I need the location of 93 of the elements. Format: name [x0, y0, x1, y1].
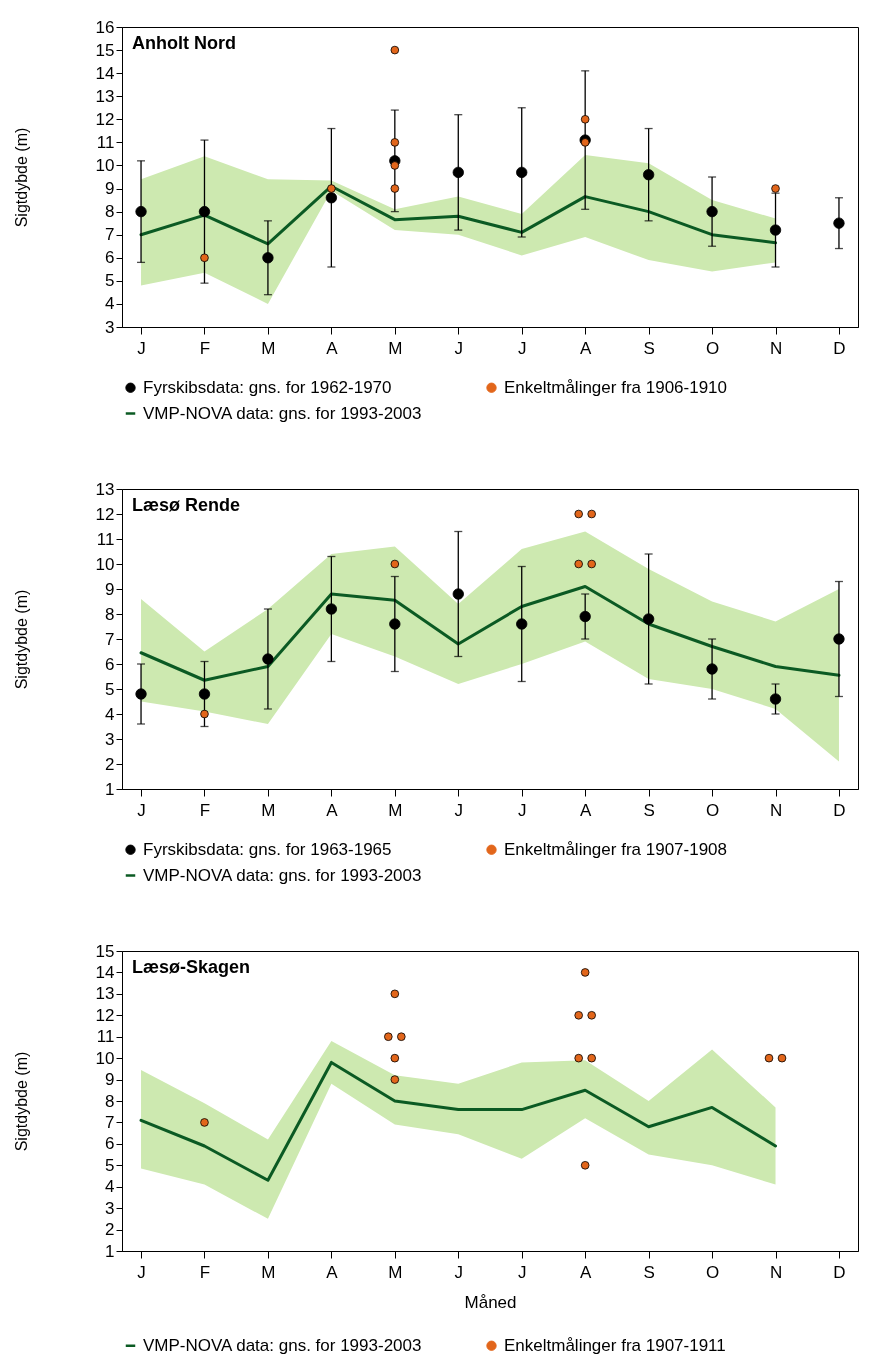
y-tick-label: 7 — [105, 225, 115, 245]
y-tick-label: 13 — [95, 86, 115, 106]
y-tick-label: 2 — [105, 754, 115, 774]
legend-label: Enkeltmålinger fra 1907-1911 — [504, 1335, 726, 1355]
y-tick-label: 3 — [105, 1198, 115, 1218]
chart-title: Anholt Nord — [132, 33, 236, 53]
y-tick-label: 10 — [95, 554, 115, 574]
x-tick-label: M — [261, 1262, 276, 1282]
x-axis-title: Måned — [464, 1292, 517, 1312]
x-tick-label: F — [199, 338, 211, 358]
y-tick-label: 14 — [95, 962, 115, 982]
x-tick-label: O — [705, 338, 720, 358]
x-tick-label: J — [454, 338, 464, 358]
x-tick-label: F — [199, 800, 211, 820]
y-tick-label: 1 — [105, 779, 115, 799]
x-tick-label: D — [833, 800, 846, 820]
legend-label: VMP-NOVA data: gns. for 1993-2003 — [143, 403, 422, 423]
y-tick-label: 3 — [105, 317, 115, 337]
chart-title: Læsø-Skagen — [132, 957, 251, 977]
chart-title: Læsø Rende — [132, 495, 241, 515]
y-tick-label: 14 — [95, 63, 115, 83]
y-tick-label: 9 — [105, 1070, 115, 1090]
x-tick-label: J — [517, 800, 527, 820]
x-tick-label: M — [261, 338, 276, 358]
y-tick-label: 10 — [95, 1048, 115, 1068]
x-tick-label: J — [454, 1262, 464, 1282]
y-tick-label: 12 — [95, 504, 115, 524]
y-tick-label: 5 — [105, 1155, 115, 1175]
y-tick-label: 4 — [105, 704, 115, 724]
y-tick-label: 8 — [105, 202, 115, 222]
x-tick-label: M — [388, 338, 403, 358]
x-tick-label: O — [705, 800, 720, 820]
x-tick-label: J — [137, 1262, 146, 1282]
x-tick-label: S — [643, 800, 655, 820]
y-tick-label: 9 — [105, 179, 115, 199]
y-tick-label: 7 — [105, 629, 115, 649]
y-tick-label: 1 — [105, 1241, 115, 1261]
y-tick-label: 15 — [95, 941, 115, 961]
y-tick-label: 8 — [105, 604, 115, 624]
y-tick-label: 15 — [95, 40, 115, 60]
y-tick-label: 2 — [105, 1220, 115, 1240]
y-tick-label: 8 — [105, 1091, 115, 1111]
x-tick-label: A — [326, 338, 339, 358]
x-tick-label: M — [388, 800, 403, 820]
x-tick-label: J — [137, 338, 146, 358]
y-tick-label: 11 — [96, 1027, 115, 1047]
legend-label: Enkeltmålinger fra 1907-1908 — [504, 839, 728, 859]
y-axis-title: Sigtdybde (m) — [12, 127, 30, 228]
x-tick-label: J — [137, 800, 146, 820]
y-tick-label: 6 — [105, 654, 115, 674]
y-tick-label: 10 — [95, 155, 115, 175]
legend-label: Enkeltmålinger fra 1906-1910 — [504, 377, 728, 397]
x-tick-label: J — [454, 800, 464, 820]
y-tick-label: 12 — [95, 109, 115, 129]
y-tick-label: 6 — [105, 248, 115, 268]
x-tick-label: F — [199, 1262, 211, 1282]
x-tick-label: S — [643, 338, 655, 358]
x-tick-label: J — [517, 338, 527, 358]
x-tick-label: A — [326, 1262, 339, 1282]
x-tick-label: A — [580, 338, 592, 358]
x-tick-label: O — [705, 1262, 720, 1282]
x-tick-label: N — [769, 800, 783, 820]
y-tick-label: 9 — [105, 579, 115, 599]
x-tick-label: D — [833, 1262, 846, 1282]
y-tick-label: 5 — [105, 679, 115, 699]
x-tick-label: M — [388, 1262, 403, 1282]
legend-label: Fyrskibsdata: gns. for 1963-1965 — [143, 839, 392, 859]
x-tick-label: D — [833, 338, 846, 358]
x-tick-label: J — [517, 1262, 527, 1282]
y-tick-label: 11 — [96, 132, 115, 152]
x-tick-label: S — [643, 1262, 655, 1282]
y-tick-label: 4 — [105, 294, 115, 314]
y-tick-label: 13 — [95, 984, 115, 1004]
x-tick-label: M — [261, 800, 276, 820]
legend-label: VMP-NOVA data: gns. for 1993-2003 — [143, 1335, 422, 1355]
y-tick-label: 12 — [95, 1005, 115, 1025]
x-tick-label: A — [580, 1262, 592, 1282]
x-tick-label: A — [326, 800, 339, 820]
x-tick-label: N — [769, 1262, 783, 1282]
x-tick-label: N — [769, 338, 783, 358]
y-tick-label: 7 — [105, 1112, 115, 1132]
y-axis-title: Sigtdybde (m) — [12, 1051, 30, 1152]
y-tick-label: 16 — [95, 17, 115, 37]
legend-label: Fyrskibsdata: gns. for 1962-1970 — [143, 377, 392, 397]
y-tick-label: 6 — [105, 1134, 115, 1154]
y-tick-label: 4 — [105, 1177, 115, 1197]
y-tick-label: 13 — [95, 479, 115, 499]
legend-label: VMP-NOVA data: gns. for 1993-2003 — [143, 865, 422, 885]
y-tick-label: 11 — [96, 529, 115, 549]
y-tick-label: 3 — [105, 729, 115, 749]
y-axis-title: Sigtdybde (m) — [12, 589, 30, 690]
y-tick-label: 5 — [105, 271, 115, 291]
x-tick-label: A — [580, 800, 592, 820]
